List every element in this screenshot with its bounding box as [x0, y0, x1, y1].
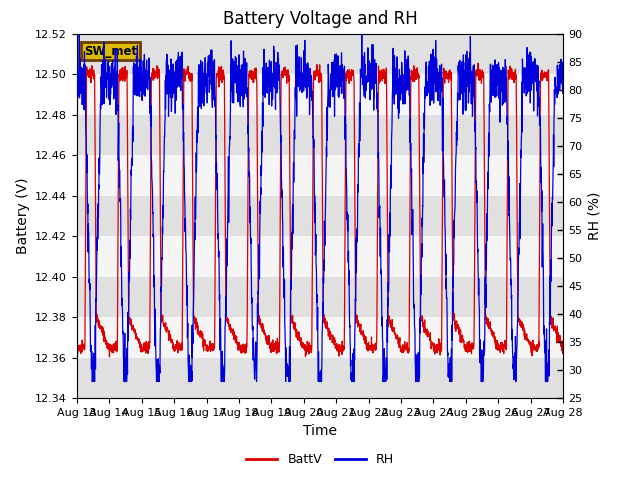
Bar — [77, 196, 563, 236]
Y-axis label: RH (%): RH (%) — [588, 192, 602, 240]
Bar — [77, 317, 563, 358]
Bar — [77, 115, 563, 155]
Bar — [77, 277, 563, 317]
Text: SW_met: SW_met — [84, 45, 137, 58]
Bar — [77, 358, 563, 398]
X-axis label: Time: Time — [303, 424, 337, 438]
Text: Battery Voltage and RH: Battery Voltage and RH — [223, 10, 417, 28]
Bar — [77, 236, 563, 277]
Bar — [77, 155, 563, 196]
Bar — [77, 34, 563, 74]
Legend: BattV, RH: BattV, RH — [241, 448, 399, 471]
Y-axis label: Battery (V): Battery (V) — [15, 178, 29, 254]
Bar — [77, 74, 563, 115]
